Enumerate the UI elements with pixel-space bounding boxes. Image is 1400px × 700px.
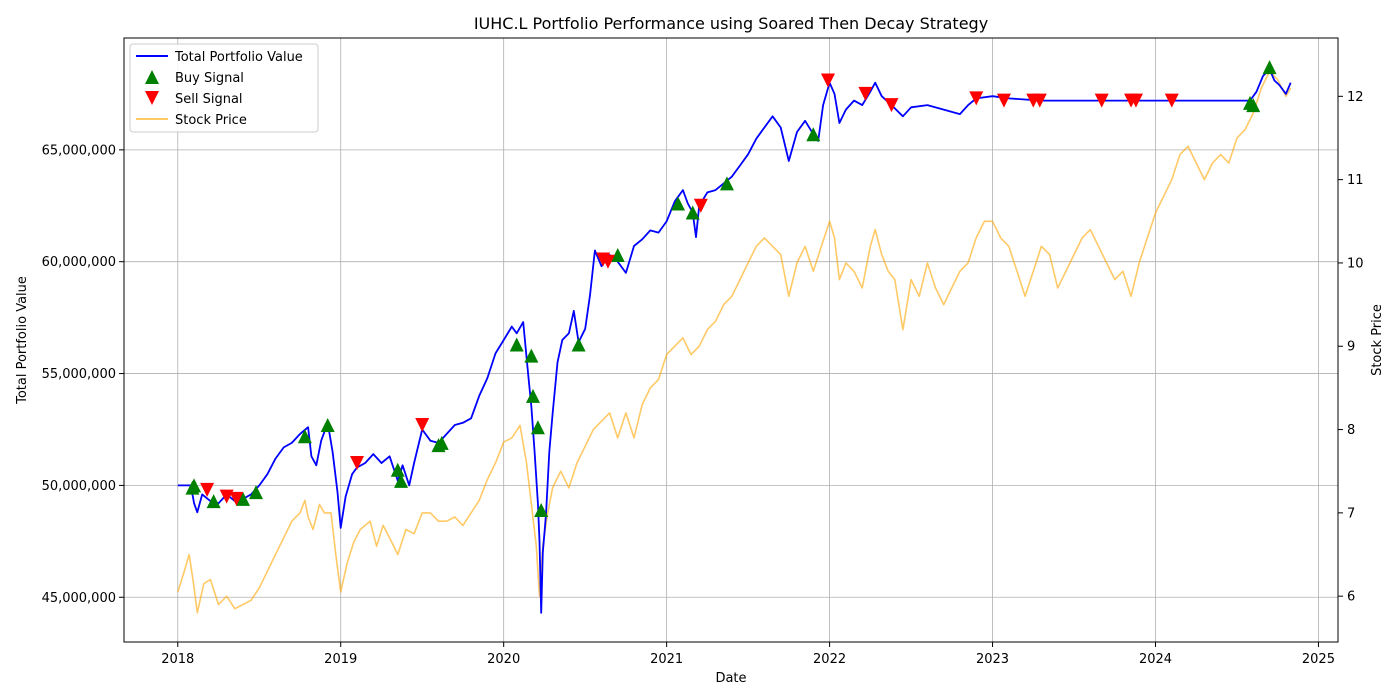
buy-signal-marker <box>685 205 700 220</box>
buy-signal-marker <box>1262 60 1277 75</box>
buy-signal-marker <box>509 337 524 352</box>
x-axis-label: Date <box>715 671 746 686</box>
legend: Total Portfolio Value Buy Signal Sell Sign… <box>129 43 319 133</box>
y-right-tick-label: 10 <box>1347 256 1364 271</box>
sell-signal-marker <box>1164 93 1179 108</box>
portfolio-value-series <box>177 68 1292 614</box>
y-right-tick-label: 12 <box>1347 90 1364 105</box>
x-axis-ticks: 2018 2019 2020 2021 2022 2023 2024 2025 <box>161 642 1335 667</box>
buy-signal-marker <box>248 485 263 500</box>
buy-signal-marker <box>297 429 312 444</box>
plot-frame <box>123 37 1339 643</box>
y-right-tick-label: 7 <box>1347 506 1355 521</box>
sell-signal-marker <box>858 86 873 101</box>
y-right-tick-label: 8 <box>1347 423 1355 438</box>
x-tick-label: 2019 <box>324 652 357 667</box>
buy-signal-marker <box>320 418 335 433</box>
sell-signal-marker <box>219 489 234 504</box>
y-left-tick-label: 65,000,000 <box>42 143 116 158</box>
y-left-tick-label: 55,000,000 <box>42 367 116 382</box>
x-tick-label: 2022 <box>813 652 846 667</box>
buy-signal-marker <box>719 176 734 191</box>
legend-sell-swatch <box>145 91 159 105</box>
legend-label: Sell Signal <box>175 92 243 107</box>
buy-signal-marker <box>526 388 541 403</box>
y-left-axis-label: Total Portfolio Value <box>15 276 30 405</box>
buy-signal-marker <box>806 127 821 142</box>
sell-signal-marker <box>200 482 215 497</box>
x-tick-label: 2024 <box>1139 652 1172 667</box>
sell-signal-marker <box>693 198 708 213</box>
buy-signal-marker <box>530 420 545 435</box>
buy-signal-marker <box>187 478 202 493</box>
sell-signal-marker <box>600 254 615 269</box>
sell-signal-marker <box>1128 93 1143 108</box>
sell-signal-marker <box>884 98 899 113</box>
buy-signal-marker <box>524 348 539 363</box>
y-right-tick-label: 6 <box>1347 590 1355 605</box>
buy-signal-marker <box>390 462 405 477</box>
legend-buy-swatch <box>145 70 159 84</box>
x-tick-label: 2023 <box>976 652 1009 667</box>
x-tick-label: 2021 <box>650 652 683 667</box>
sell-signal-marker <box>1032 93 1047 108</box>
sell-signal-marker <box>969 91 984 106</box>
sell-signal-marker <box>229 491 244 506</box>
y-left-tick-label: 50,000,000 <box>42 479 116 494</box>
y-right-axis-ticks: 6 7 8 9 10 11 12 <box>1338 90 1364 605</box>
buy-signal-marker <box>610 247 625 262</box>
buy-signal-marker <box>534 503 549 518</box>
sell-signal-marker <box>996 93 1011 108</box>
buy-signal-marker <box>394 473 409 488</box>
y-right-tick-label: 9 <box>1347 340 1355 355</box>
grid-lines <box>124 38 1338 642</box>
y-left-tick-label: 60,000,000 <box>42 255 116 270</box>
x-tick-label: 2025 <box>1302 652 1335 667</box>
y-left-tick-label: 45,000,000 <box>42 591 116 606</box>
sell-signal-marker <box>415 418 430 433</box>
chart-title: IUHC.L Portfolio Performance using Soare… <box>474 14 988 33</box>
portfolio-value-line <box>177 68 1292 614</box>
legend-label: Stock Price <box>175 113 247 128</box>
x-tick-label: 2020 <box>487 652 520 667</box>
sell-signal-marker <box>350 456 365 471</box>
y-right-axis-label: Stock Price <box>1370 304 1385 376</box>
stock-price-line <box>177 70 1292 614</box>
buy-signal-marker <box>571 337 586 352</box>
legend-label: Buy Signal <box>175 71 244 86</box>
buy-signal-marker <box>671 196 686 211</box>
buy-signal-marker <box>434 435 449 450</box>
y-left-axis-ticks: 45,000,000 50,000,000 55,000,000 60,000,000… <box>42 143 124 606</box>
legend-label: Total Portfolio Value <box>174 50 303 65</box>
legend-box <box>129 43 319 133</box>
signal-markers <box>185 60 1277 518</box>
buy-signal-marker <box>1246 98 1261 113</box>
buy-signal-marker <box>235 491 250 506</box>
sell-signal-marker <box>820 73 835 88</box>
sell-signal-marker <box>1094 93 1109 108</box>
x-tick-label: 2018 <box>161 652 194 667</box>
stock-price-series <box>177 70 1292 614</box>
buy-signal-marker <box>206 494 221 509</box>
y-right-tick-label: 11 <box>1347 173 1364 188</box>
